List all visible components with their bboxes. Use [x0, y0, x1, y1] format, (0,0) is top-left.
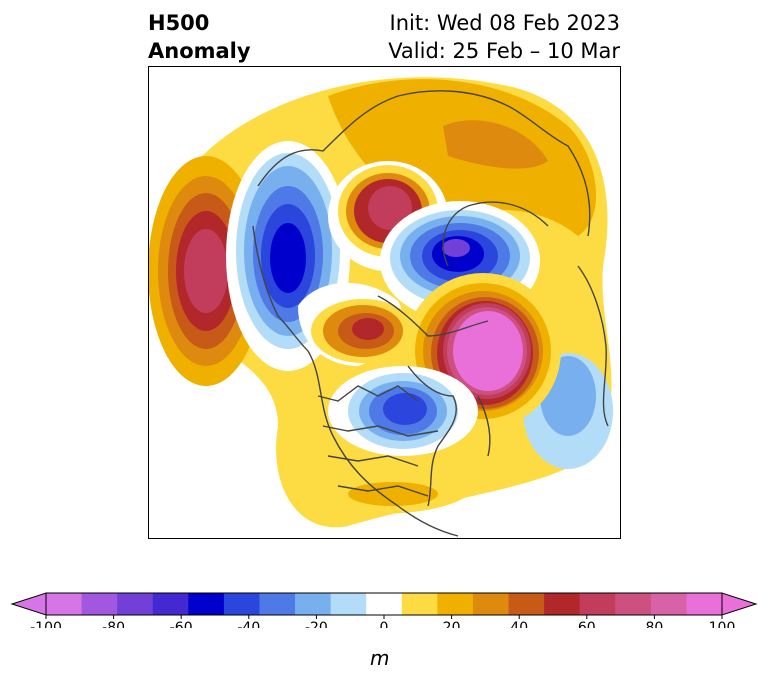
colorbar-segment — [579, 593, 616, 615]
colorbar-unit-label: m — [370, 646, 390, 670]
colorbar-tick-label: -60 — [170, 620, 193, 628]
map-border — [148, 66, 621, 539]
colorbar-tick-label: 60 — [578, 620, 596, 628]
colorbar-segments — [10, 592, 758, 616]
colorbar-ticks: -100 -80 -60 -40 -20 0 20 40 60 80 100 — [30, 615, 735, 628]
anomaly-map — [148, 66, 621, 539]
colorbar-tick-label: -80 — [102, 620, 125, 628]
colorbar-tick-label: -20 — [305, 620, 328, 628]
colorbar-segment — [366, 593, 403, 615]
colorbar-tick-label: 0 — [380, 620, 389, 628]
colorbar-segment — [117, 593, 154, 615]
title-field: Anomaly — [148, 39, 251, 63]
colorbar-tick-label: -100 — [30, 620, 62, 628]
colorbar-segment — [437, 593, 474, 615]
colorbar-segment — [472, 593, 510, 615]
colorbar-segment — [650, 593, 687, 615]
colorbar-segment — [152, 593, 189, 615]
colorbar-segment — [259, 593, 296, 615]
anomaly-contours — [148, 77, 613, 528]
colorbar: -100 -80 -60 -40 -20 0 20 40 60 80 100 — [10, 592, 758, 628]
colorbar-extend-high — [721, 592, 758, 616]
colorbar-segment — [188, 593, 225, 615]
colorbar-segment — [295, 593, 332, 615]
colorbar-segment — [686, 593, 723, 615]
title-variable: H500 — [148, 11, 210, 35]
colorbar-segment — [330, 593, 367, 615]
map-dates: Init: Wed 08 Feb 2023 Valid: 25 Feb – 10… — [388, 9, 620, 65]
init-date: Init: Wed 08 Feb 2023 — [389, 11, 620, 35]
map-title: H500 Anomaly — [148, 9, 251, 65]
colorbar-segment — [615, 593, 652, 615]
colorbar-segment — [46, 593, 83, 615]
colorbar-tick-label: 40 — [510, 620, 528, 628]
valid-period: Valid: 25 Feb – 10 Mar — [388, 39, 620, 63]
colorbar-tick-label: 80 — [645, 620, 663, 628]
colorbar-segment — [508, 593, 545, 615]
colorbar-tick-label: 100 — [709, 620, 736, 628]
colorbar-segment — [223, 593, 260, 615]
colorbar-tick-label: -40 — [237, 620, 260, 628]
colorbar-tick-label: 20 — [443, 620, 461, 628]
colorbar-segment — [401, 593, 438, 615]
coastlines — [252, 90, 609, 537]
colorbar-segment — [81, 593, 118, 615]
colorbar-extend-low — [10, 592, 47, 616]
colorbar-segment — [544, 593, 581, 615]
